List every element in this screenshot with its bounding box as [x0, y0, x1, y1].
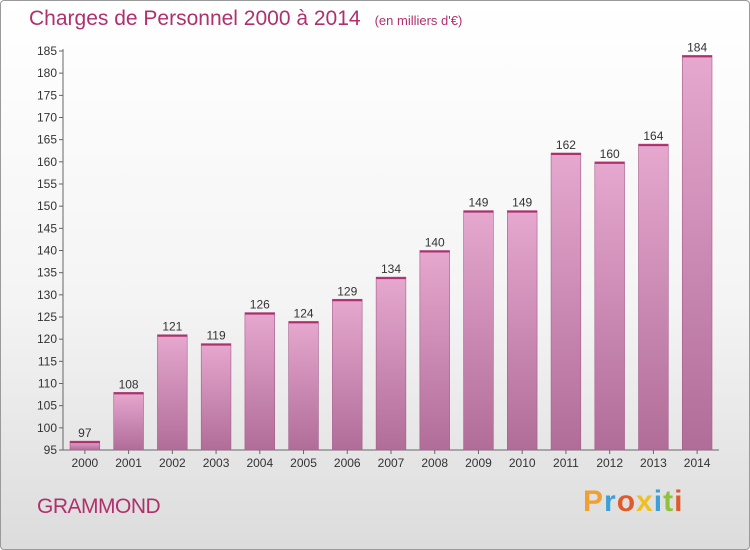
x-tick-label: 2006	[334, 456, 361, 470]
x-tick-label: 2008	[421, 456, 448, 470]
x-tick-label: 2013	[640, 456, 667, 470]
bar	[681, 55, 713, 451]
y-tick-label: 140	[37, 244, 57, 258]
y-tick-label: 180	[37, 66, 57, 80]
bar	[419, 250, 450, 451]
chart-bars	[69, 55, 713, 451]
y-tick-label: 145	[37, 221, 57, 235]
chart-subtitle: (en milliers d'€)	[374, 13, 463, 28]
logo-letter: P	[583, 485, 605, 518]
data-label: 108	[119, 377, 139, 391]
y-tick-label: 125	[37, 310, 57, 324]
x-tick-label: 2007	[378, 456, 405, 470]
chart-data-labels: 97 108 121 119 126 124 129 134 140 149 149 162 160 16…	[78, 40, 707, 440]
x-tick-label: 2000	[72, 456, 99, 470]
data-label: 126	[250, 298, 270, 312]
bar	[594, 161, 625, 451]
x-tick-label: 2012	[596, 456, 623, 470]
bar	[244, 312, 275, 451]
data-label: 149	[468, 196, 488, 210]
y-tick-label: 165	[37, 133, 57, 147]
proxiti-logo: Proxiti	[583, 485, 683, 519]
bar	[638, 143, 669, 451]
y-tick-label: 175	[37, 88, 57, 102]
x-tick-label: 2010	[509, 456, 536, 470]
y-tick-label: 185	[37, 44, 57, 58]
data-label: 162	[556, 138, 576, 152]
commune-name: GRAMMOND	[37, 495, 161, 518]
chart-title: Charges de Personnel 2000 à 2014	[29, 7, 361, 30]
y-tick-label: 150	[37, 199, 57, 213]
x-tick-label: 2014	[684, 456, 711, 470]
data-label: 149	[512, 196, 532, 210]
bar	[200, 343, 232, 451]
data-label: 160	[600, 147, 620, 161]
x-tick-label: 2011	[553, 456, 579, 470]
y-tick-label: 135	[37, 266, 57, 280]
data-label: 140	[425, 236, 445, 250]
data-label: 97	[78, 426, 92, 440]
bar	[375, 276, 407, 451]
bar	[113, 392, 144, 451]
logo-letter: i	[674, 485, 684, 518]
x-tick-label: 2002	[159, 456, 186, 470]
x-tick-label: 2009	[465, 456, 492, 470]
bar	[332, 298, 363, 451]
logo-letter: t	[663, 485, 675, 518]
bar	[288, 321, 319, 451]
y-tick-label: 100	[37, 421, 57, 435]
y-tick-label: 155	[37, 177, 57, 191]
y-tick-label: 105	[37, 399, 57, 413]
logo-letter: x	[636, 485, 654, 518]
data-label: 164	[643, 129, 663, 143]
y-tick-label: 170	[37, 111, 57, 125]
x-tick-label: 2005	[290, 456, 317, 470]
y-tick-label: 110	[38, 377, 57, 391]
x-tick-label: 2004	[246, 456, 273, 470]
y-tick-label: 120	[37, 332, 57, 346]
logo-letter: r	[604, 485, 617, 518]
y-tick-label: 95	[44, 443, 58, 457]
data-label: 119	[206, 329, 225, 343]
logo-letter: o	[616, 485, 637, 518]
bar	[550, 152, 582, 451]
data-label: 129	[337, 284, 357, 298]
data-label: 124	[294, 306, 314, 320]
y-tick-label: 160	[37, 155, 57, 169]
y-tick-label: 130	[37, 288, 57, 302]
data-label: 184	[687, 40, 707, 54]
data-label: 121	[162, 320, 182, 334]
y-tick-label: 115	[38, 354, 57, 368]
chart-title-block: Charges de Personnel 2000 à 2014 (en mill…	[29, 7, 462, 31]
bar	[157, 334, 188, 451]
bar	[507, 210, 538, 451]
x-tick-label: 2001	[115, 456, 142, 470]
bar	[463, 210, 494, 451]
logo-letter: i	[653, 485, 664, 518]
data-label: 134	[381, 262, 401, 276]
x-tick-label: 2003	[203, 456, 230, 470]
